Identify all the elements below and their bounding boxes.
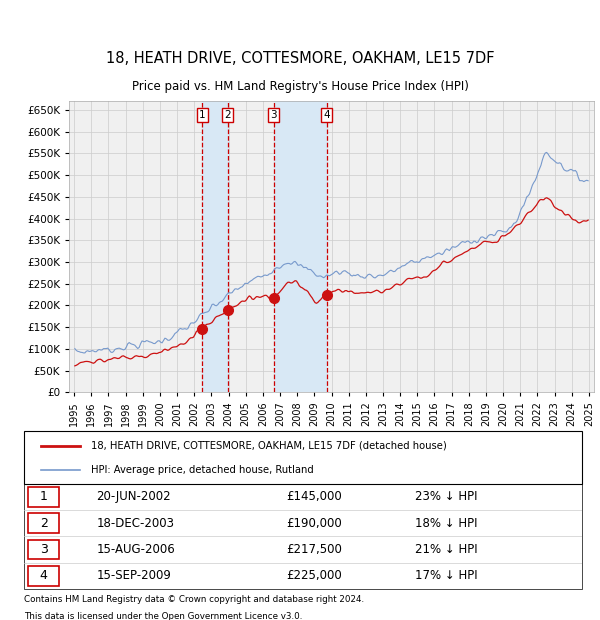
Text: 20-JUN-2002: 20-JUN-2002 [97,490,171,503]
Text: 1: 1 [199,110,205,120]
Text: 2: 2 [40,516,48,529]
Text: 18% ↓ HPI: 18% ↓ HPI [415,516,477,529]
Bar [28,539,59,559]
Bar [274,101,326,392]
Text: 18-DEC-2003: 18-DEC-2003 [97,516,175,529]
Text: 17% ↓ HPI: 17% ↓ HPI [415,569,477,582]
Text: 23% ↓ HPI: 23% ↓ HPI [415,490,477,503]
Text: 1: 1 [40,490,48,503]
Text: 18, HEATH DRIVE, COTTESMORE, OAKHAM, LE15 7DF: 18, HEATH DRIVE, COTTESMORE, OAKHAM, LE1… [106,51,494,66]
Text: Price paid vs. HM Land Registry's House Price Index (HPI): Price paid vs. HM Land Registry's House … [131,80,469,93]
Text: £225,000: £225,000 [286,569,342,582]
Text: 3: 3 [40,543,48,556]
Bar [202,101,228,392]
Text: 4: 4 [323,110,330,120]
Text: 3: 3 [270,110,277,120]
Text: This data is licensed under the Open Government Licence v3.0.: This data is licensed under the Open Gov… [24,613,302,620]
Text: 18, HEATH DRIVE, COTTESMORE, OAKHAM, LE15 7DF (detached house): 18, HEATH DRIVE, COTTESMORE, OAKHAM, LE1… [91,441,447,451]
Text: HPI: Average price, detached house, Rutland: HPI: Average price, detached house, Rutl… [91,465,314,475]
Bar [28,566,59,586]
Text: £217,500: £217,500 [286,543,342,556]
Text: £145,000: £145,000 [286,490,342,503]
Bar [28,513,59,533]
Text: 2: 2 [224,110,231,120]
Bar [28,487,59,507]
Text: £190,000: £190,000 [286,516,342,529]
Text: Contains HM Land Registry data © Crown copyright and database right 2024.: Contains HM Land Registry data © Crown c… [24,595,364,604]
Text: 21% ↓ HPI: 21% ↓ HPI [415,543,477,556]
Text: 15-SEP-2009: 15-SEP-2009 [97,569,172,582]
Text: 15-AUG-2006: 15-AUG-2006 [97,543,175,556]
Text: 4: 4 [40,569,48,582]
